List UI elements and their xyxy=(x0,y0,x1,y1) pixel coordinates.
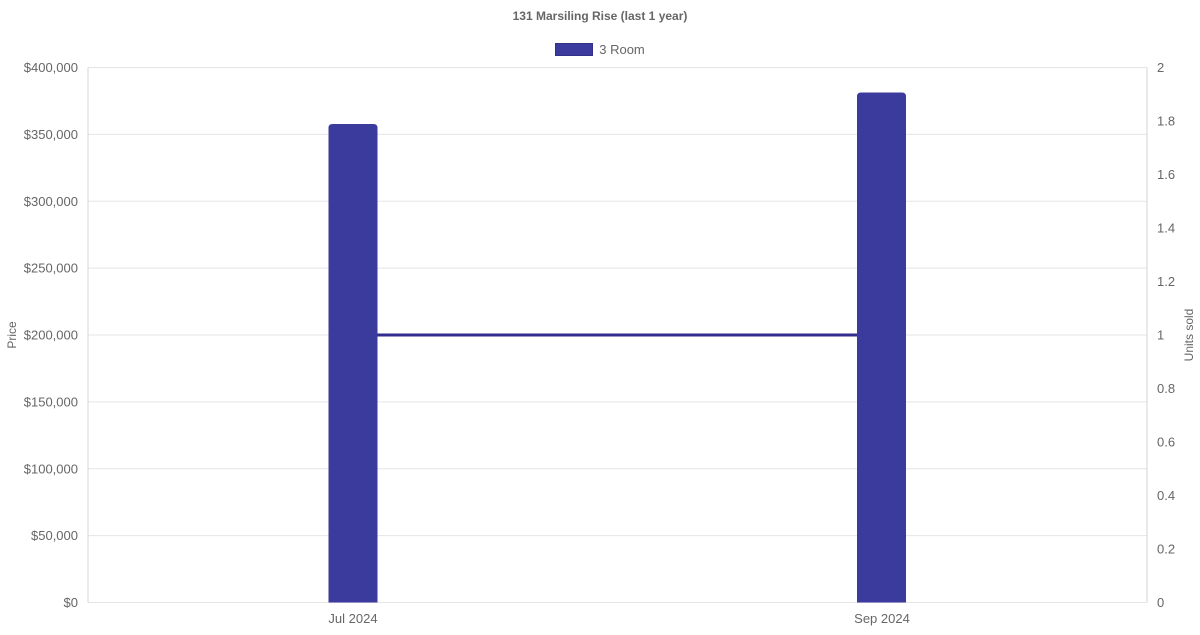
svg-text:Sep 2024: Sep 2024 xyxy=(854,611,910,626)
svg-text:Jul 2024: Jul 2024 xyxy=(328,611,377,626)
svg-text:0.6: 0.6 xyxy=(1157,435,1175,450)
svg-text:$0: $0 xyxy=(64,595,78,610)
svg-text:$250,000: $250,000 xyxy=(24,261,78,276)
svg-text:0.8: 0.8 xyxy=(1157,381,1175,396)
svg-text:$100,000: $100,000 xyxy=(24,461,78,476)
svg-text:1.8: 1.8 xyxy=(1157,114,1175,129)
svg-text:Price: Price xyxy=(5,321,19,349)
svg-text:$200,000: $200,000 xyxy=(24,328,78,343)
svg-text:0.4: 0.4 xyxy=(1157,488,1175,503)
svg-text:$400,000: $400,000 xyxy=(24,60,78,75)
svg-text:2: 2 xyxy=(1157,60,1164,75)
svg-text:$150,000: $150,000 xyxy=(24,394,78,409)
svg-text:$350,000: $350,000 xyxy=(24,127,78,142)
svg-text:1.6: 1.6 xyxy=(1157,167,1175,182)
svg-text:Units sold: Units sold xyxy=(1182,309,1196,362)
svg-text:1.2: 1.2 xyxy=(1157,274,1175,289)
svg-text:1: 1 xyxy=(1157,328,1164,343)
svg-text:1.4: 1.4 xyxy=(1157,221,1175,236)
svg-text:0.2: 0.2 xyxy=(1157,542,1175,557)
svg-text:0: 0 xyxy=(1157,595,1164,610)
svg-text:$300,000: $300,000 xyxy=(24,194,78,209)
svg-text:$50,000: $50,000 xyxy=(31,528,78,543)
